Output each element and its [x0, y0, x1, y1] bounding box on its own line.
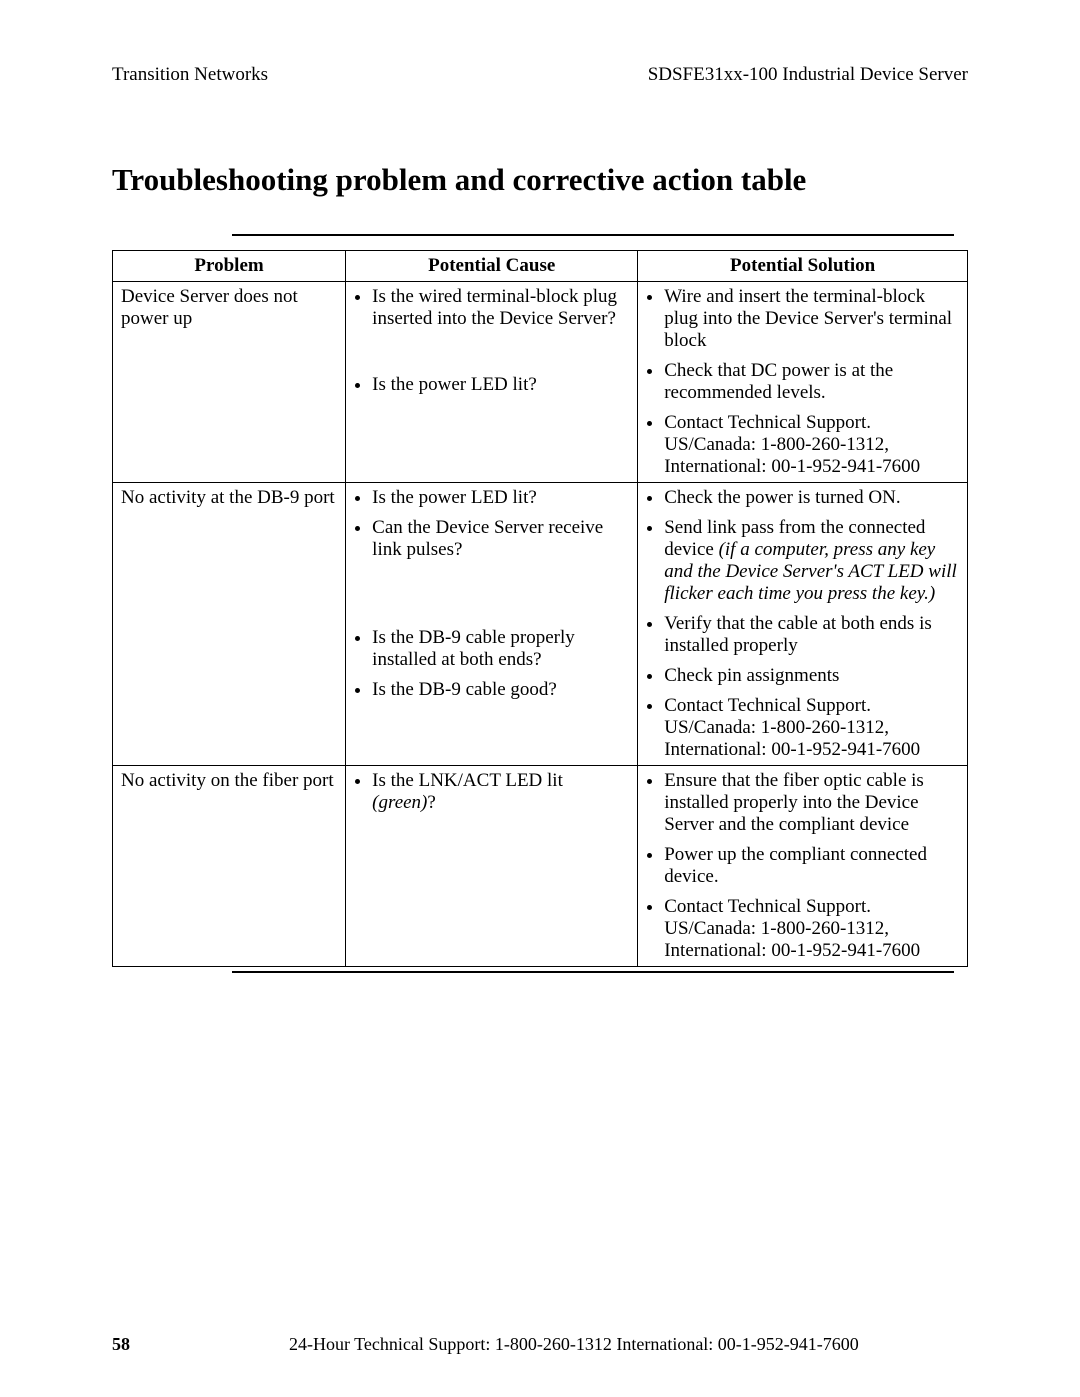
table-row: No activity at the DB-9 port Is the powe… [113, 483, 968, 766]
italic-text: (green) [372, 792, 427, 813]
table-row: No activity on the fiber port Is the LNK… [113, 766, 968, 967]
list-item: Can the Device Server receive link pulse… [372, 517, 629, 561]
cell-cause: Is the power LED lit? Can the Device Ser… [346, 483, 638, 766]
list-item: Contact Technical Support. US/Canada: 1-… [664, 695, 959, 761]
cell-solution: Check the power is turned ON. Send link … [638, 483, 968, 766]
page-number: 58 [112, 1334, 130, 1354]
document-page: Transition Networks SDSFE31xx-100 Indust… [0, 0, 1080, 1397]
list-item: Power up the compliant connected device. [664, 844, 959, 888]
footer-support: 24-Hour Technical Support: 1-800-260-131… [289, 1334, 859, 1354]
list-item: Verify that the cable at both ends is in… [664, 613, 959, 657]
col-header-solution: Potential Solution [638, 251, 968, 282]
list-item: Is the DB-9 cable good? [372, 679, 629, 701]
cell-solution: Ensure that the fiber optic cable is ins… [638, 766, 968, 967]
cell-problem: Device Server does not power up [113, 282, 346, 483]
list-item: Is the power LED lit? [372, 374, 629, 396]
divider-top [232, 234, 954, 236]
list-item: Send link pass from the connected device… [664, 517, 959, 605]
col-header-cause: Potential Cause [346, 251, 638, 282]
list-item: Is the LNK/ACT LED lit (green)? [372, 770, 629, 814]
list-item: Ensure that the fiber optic cable is ins… [664, 770, 959, 836]
troubleshooting-table: Problem Potential Cause Potential Soluti… [112, 250, 968, 967]
table-row: Device Server does not power up Is the w… [113, 282, 968, 483]
cell-cause: Is the LNK/ACT LED lit (green)? [346, 766, 638, 967]
list-item: Is the power LED lit? [372, 487, 629, 509]
col-header-problem: Problem [113, 251, 346, 282]
cell-cause: Is the wired terminal-block plug inserte… [346, 282, 638, 483]
cell-solution: Wire and insert the terminal-block plug … [638, 282, 968, 483]
list-item: Check the power is turned ON. [664, 487, 959, 509]
page-header: Transition Networks SDSFE31xx-100 Indust… [112, 64, 968, 86]
cell-problem: No activity on the fiber port [113, 766, 346, 967]
list-item: Is the DB-9 cable properly installed at … [372, 627, 629, 671]
list-item: Contact Technical Support. US/Canada: 1-… [664, 412, 959, 478]
list-item: Check that DC power is at the recommende… [664, 360, 959, 404]
page-title: Troubleshooting problem and corrective a… [112, 162, 968, 198]
list-item: Contact Technical Support. US/Canada: 1-… [664, 896, 959, 962]
text: Is the LNK/ACT LED lit [372, 770, 563, 791]
cell-problem: No activity at the DB-9 port [113, 483, 346, 766]
list-item: Is the wired terminal-block plug inserte… [372, 286, 629, 330]
header-right: SDSFE31xx-100 Industrial Device Server [648, 64, 968, 86]
table-header-row: Problem Potential Cause Potential Soluti… [113, 251, 968, 282]
header-left: Transition Networks [112, 64, 268, 86]
page-footer: 58 24-Hour Technical Support: 1-800-260-… [112, 1334, 968, 1355]
list-item: Wire and insert the terminal-block plug … [664, 286, 959, 352]
list-item: Check pin assignments [664, 665, 959, 687]
divider-bottom [232, 971, 954, 973]
text: ? [427, 792, 435, 813]
